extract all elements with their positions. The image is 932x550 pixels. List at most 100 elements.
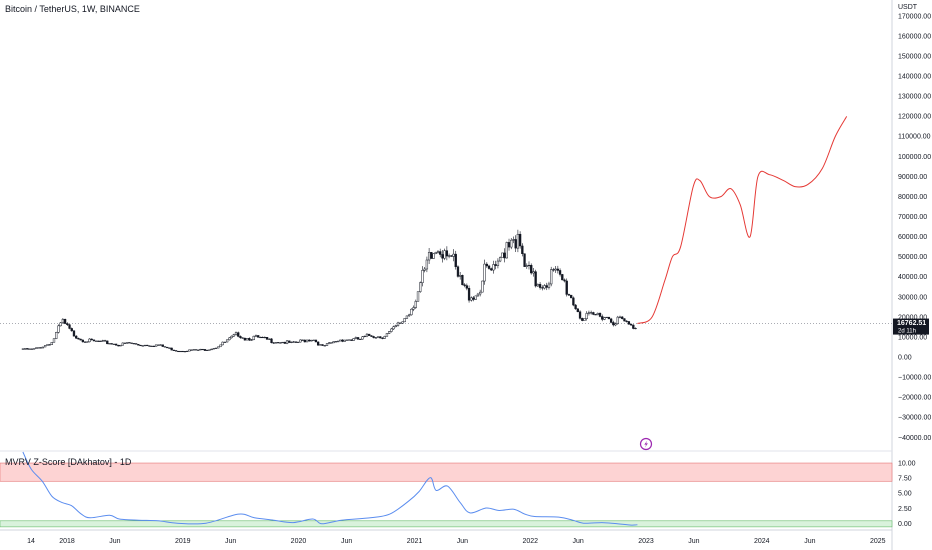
- candle: [352, 338, 355, 341]
- candle: [59, 322, 62, 327]
- candle: [430, 252, 433, 259]
- indicator-tick-label: 5.00: [898, 491, 912, 498]
- time-tick-label: Jun: [572, 538, 583, 545]
- price-tick-label: 60000.00: [898, 234, 927, 241]
- candle: [618, 316, 622, 318]
- candle: [86, 341, 89, 343]
- candle: [225, 339, 229, 343]
- price-tag-value: 16762.51: [897, 320, 926, 327]
- time-tick-label: 2021: [407, 538, 423, 545]
- indicator-axis[interactable]: 10.00 7.50 5.00 2.50 0.00: [898, 460, 916, 528]
- candle: [234, 332, 238, 335]
- candle: [61, 319, 65, 324]
- candle: [148, 345, 151, 347]
- candle: [407, 314, 411, 317]
- time-tick-label: Jun: [688, 538, 699, 545]
- time-axis[interactable]: 14 2018 Jun 2019 Jun 2020 Jun 2021 Jun 2022 Jun 202…: [27, 538, 886, 545]
- candle: [578, 311, 582, 319]
- candle: [581, 318, 584, 321]
- candle: [461, 275, 464, 286]
- currency-label: USDT: [898, 4, 918, 11]
- candle: [88, 338, 91, 343]
- candle: [55, 332, 58, 339]
- candle: [170, 347, 173, 351]
- candle: [166, 346, 169, 349]
- indicator-title[interactable]: MVRV Z-Score [DAkhatov] - 1D: [5, 457, 132, 467]
- candle: [212, 348, 215, 350]
- candles-layer: [21, 229, 637, 353]
- candle: [450, 255, 453, 257]
- candle: [159, 344, 162, 346]
- candle: [257, 335, 260, 338]
- candle: [510, 239, 513, 248]
- candle: [186, 350, 189, 352]
- candle: [376, 336, 380, 339]
- candle: [536, 284, 540, 287]
- candle: [239, 336, 242, 339]
- time-tick-label: Jun: [804, 538, 815, 545]
- candle: [427, 252, 431, 261]
- candle: [181, 350, 184, 353]
- price-tick-label: 100000.00: [898, 154, 931, 161]
- candle: [190, 349, 193, 351]
- candle: [572, 297, 575, 306]
- price-tick-label: 70000.00: [898, 214, 927, 221]
- time-tick-label: Jun: [341, 538, 352, 545]
- candle: [270, 338, 273, 343]
- candle: [410, 308, 413, 316]
- price-tag-countdown: 2d 11h: [898, 329, 916, 335]
- candle: [445, 250, 449, 257]
- candle: [518, 233, 522, 247]
- candle: [332, 341, 335, 344]
- candle: [75, 335, 78, 339]
- candle: [485, 263, 488, 267]
- candle: [596, 312, 599, 315]
- candle: [294, 341, 298, 343]
- candle: [563, 279, 566, 282]
- candle: [143, 344, 147, 347]
- candle: [112, 343, 116, 345]
- candle: [487, 265, 491, 269]
- candle: [154, 344, 158, 347]
- candle: [621, 316, 624, 319]
- candle: [443, 250, 446, 259]
- candle: [97, 340, 100, 342]
- candle: [35, 347, 38, 349]
- price-tick-label: −20000.00: [898, 395, 931, 402]
- candle: [601, 316, 604, 320]
- candle: [425, 259, 429, 270]
- candle: [472, 297, 475, 300]
- main-pane[interactable]: [0, 0, 892, 450]
- candle: [126, 342, 129, 344]
- candle: [558, 270, 562, 275]
- candle: [101, 340, 104, 342]
- candle: [274, 342, 278, 344]
- candle: [163, 346, 167, 348]
- candle: [130, 342, 133, 344]
- candle: [183, 351, 187, 353]
- candle: [439, 251, 442, 255]
- candle: [237, 332, 240, 337]
- candle: [123, 342, 127, 344]
- candle: [106, 340, 109, 345]
- candle: [219, 344, 222, 348]
- candle: [265, 337, 269, 340]
- candle: [452, 253, 455, 257]
- candle: [23, 348, 27, 350]
- candle: [119, 344, 122, 347]
- candle: [241, 337, 244, 339]
- chart-title[interactable]: Bitcoin / TetherUS, 1W, BINANCE: [5, 4, 140, 14]
- candle: [134, 343, 138, 345]
- candle: [614, 323, 617, 326]
- candle: [587, 312, 591, 314]
- candle: [223, 341, 227, 343]
- candle: [629, 324, 633, 326]
- candle: [308, 339, 311, 342]
- candle: [441, 254, 444, 259]
- candle: [503, 252, 506, 259]
- price-axis[interactable]: 170000.00 160000.00 150000.00 140000.00 1300…: [898, 13, 931, 442]
- lightning-bolt-icon[interactable]: [639, 437, 653, 451]
- candle: [470, 297, 473, 301]
- candle: [250, 339, 253, 341]
